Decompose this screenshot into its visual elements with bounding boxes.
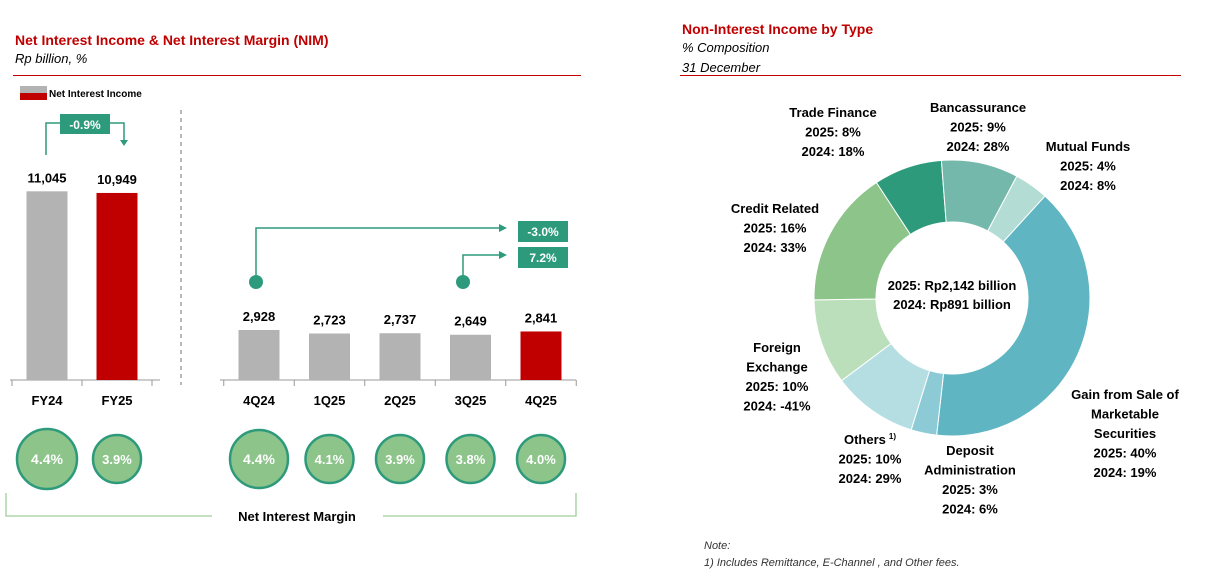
nim-circle-1q25 bbox=[304, 433, 355, 485]
label-mutual-funds-1: 2025: 4% bbox=[1060, 159, 1116, 174]
label-trade-finance-1: 2025: 8% bbox=[805, 125, 861, 140]
tick-label-fy25: FY25 bbox=[101, 393, 132, 408]
donut-center-2024: 2024: Rp891 billion bbox=[893, 297, 1011, 312]
slice-gain-from-sale-of-marketable-securities bbox=[936, 195, 1091, 437]
bar-value-1q25: 2,723 bbox=[313, 312, 346, 327]
bar-2q25 bbox=[379, 333, 421, 380]
label-gain-from-sale-of-marketable-securities-3: 2025: 40% bbox=[1094, 446, 1157, 461]
bar-4q25 bbox=[520, 331, 562, 380]
label-credit-related-1: 2025: 16% bbox=[744, 221, 807, 236]
nonint-chart-title: Non-Interest Income by Type bbox=[682, 21, 874, 37]
qoq-label: 7.2% bbox=[529, 251, 557, 265]
nim-circle-4q25 bbox=[515, 433, 567, 485]
nim-value-4q24: 4.4% bbox=[243, 451, 275, 467]
nii-title-rule bbox=[13, 75, 581, 76]
label-others-footnote-mark: 1) bbox=[889, 432, 896, 441]
origin-dot-3q25 bbox=[456, 275, 470, 289]
nii-chart-subtitle: Rp billion, % bbox=[15, 51, 88, 66]
nii-chart-title: Net Interest Income & Net Interest Margi… bbox=[15, 32, 329, 48]
nim-circle-4q24 bbox=[228, 428, 290, 490]
label-mutual-funds-2: 2024: 8% bbox=[1060, 178, 1116, 193]
bar-fy24 bbox=[26, 191, 68, 380]
arrowhead-3q25 bbox=[499, 251, 507, 259]
origin-dot-4q24 bbox=[249, 275, 263, 289]
nonint-title-rule bbox=[680, 75, 1181, 76]
bar-value-fy25: 10,949 bbox=[97, 172, 137, 187]
label-others-1: 2025: 10% bbox=[839, 452, 902, 467]
donut-center-2025: 2025: Rp2,142 billion bbox=[888, 278, 1017, 293]
nim-value-4q25: 4.0% bbox=[526, 452, 556, 467]
label-foreign-exchange-2: 2025: 10% bbox=[746, 379, 809, 394]
nim-value-2q25: 3.9% bbox=[385, 452, 415, 467]
legend-label: Net Interest Income bbox=[49, 89, 142, 100]
bar-value-3q25: 2,649 bbox=[454, 314, 487, 329]
yoy-change-badge bbox=[60, 114, 110, 134]
nim-circle-2q25 bbox=[374, 433, 426, 485]
label-deposit-administration-1: Administration bbox=[924, 463, 1016, 478]
tick-label-3q25: 3Q25 bbox=[455, 393, 487, 408]
nii-chart: Net Interest Income 11,045 FY24 4.4% 10,949… bbox=[5, 86, 577, 524]
nonint-donut-chart: 2025: Rp2,142 billion 2024: Rp891 billio… bbox=[731, 100, 1180, 517]
bar-fy25 bbox=[96, 192, 138, 380]
nim-value-3q25: 3.8% bbox=[456, 452, 486, 467]
nim-bracket-left bbox=[5, 493, 212, 517]
bar-1q25 bbox=[309, 333, 350, 380]
label-credit-related-2: 2024: 33% bbox=[744, 240, 807, 255]
label-gain-from-sale-of-marketable-securities-0: Gain from Sale of bbox=[1071, 387, 1179, 402]
label-deposit-administration-0: Deposit bbox=[946, 443, 994, 458]
nonint-subtitle-1: % Composition bbox=[682, 40, 770, 55]
bar-3q25 bbox=[450, 334, 491, 380]
bar-value-4q25: 2,841 bbox=[525, 310, 558, 325]
nim-circle-fy25 bbox=[91, 433, 143, 485]
label-trade-finance-0: Trade Finance bbox=[789, 105, 876, 120]
nim-bracket-right bbox=[383, 493, 577, 517]
nim-label: Net Interest Margin bbox=[238, 509, 356, 524]
nim-value-fy25: 3.9% bbox=[102, 452, 132, 467]
label-foreign-exchange-0: Foreign bbox=[753, 340, 801, 355]
note-text: 1) Includes Remittance, E-Channel , and … bbox=[704, 557, 960, 569]
nim-value-1q25: 4.1% bbox=[315, 452, 345, 467]
yoy-arrowhead bbox=[120, 140, 128, 146]
qoq-arrow-3q25 bbox=[462, 254, 499, 280]
nonint-subtitle-2: 31 December bbox=[682, 60, 761, 75]
note-title: Note: bbox=[704, 540, 731, 552]
bar-value-4q24: 2,928 bbox=[243, 309, 276, 324]
label-bancassurance-2: 2024: 28% bbox=[947, 139, 1010, 154]
bar-value-2q25: 2,737 bbox=[384, 312, 417, 327]
label-credit-related-0: Credit Related bbox=[731, 201, 819, 216]
bar-4q24 bbox=[238, 329, 280, 380]
label-trade-finance-2: 2024: 18% bbox=[802, 144, 865, 159]
yoy-change-label: -0.9% bbox=[69, 118, 101, 132]
label-others-2: 2024: 29% bbox=[839, 471, 902, 486]
label-bancassurance-1: 2025: 9% bbox=[950, 120, 1006, 135]
label-gain-from-sale-of-marketable-securities-1: Marketable bbox=[1091, 407, 1159, 422]
tick-label-4q24: 4Q24 bbox=[243, 393, 276, 408]
tick-label-1q25: 1Q25 bbox=[314, 393, 346, 408]
qoq-badge bbox=[518, 247, 568, 268]
label-gain-from-sale-of-marketable-securities-4: 2024: 19% bbox=[1094, 465, 1157, 480]
label-deposit-administration-2: 2025: 3% bbox=[942, 482, 998, 497]
label-foreign-exchange-3: 2024: -41% bbox=[743, 399, 811, 414]
bar-value-fy24: 11,045 bbox=[27, 170, 66, 185]
nim-circle-fy24 bbox=[15, 427, 79, 491]
nim-value-fy24: 4.4% bbox=[31, 451, 63, 467]
legend-swatch-previous bbox=[20, 86, 47, 93]
tick-label-2q25: 2Q25 bbox=[384, 393, 416, 408]
legend-swatch-current bbox=[20, 93, 47, 100]
yoy-quarter-badge bbox=[518, 221, 568, 242]
label-gain-from-sale-of-marketable-securities-2: Securities bbox=[1094, 426, 1156, 441]
label-deposit-administration-3: 2024: 6% bbox=[942, 502, 998, 517]
qoq-arrow-4q24 bbox=[255, 227, 499, 280]
label-bancassurance-0: Bancassurance bbox=[930, 100, 1026, 115]
nim-circle-3q25 bbox=[445, 433, 496, 485]
label-mutual-funds-0: Mutual Funds bbox=[1046, 139, 1131, 154]
label-foreign-exchange-1: Exchange bbox=[746, 360, 807, 375]
yoy-quarter-label: -3.0% bbox=[527, 225, 559, 239]
slice-bancassurance bbox=[940, 159, 1018, 232]
tick-label-fy24: FY24 bbox=[31, 393, 63, 408]
arrowhead-4q24 bbox=[499, 224, 507, 232]
tick-label-4q25: 4Q25 bbox=[525, 393, 557, 408]
label-others-0: Others 1) bbox=[844, 432, 896, 447]
